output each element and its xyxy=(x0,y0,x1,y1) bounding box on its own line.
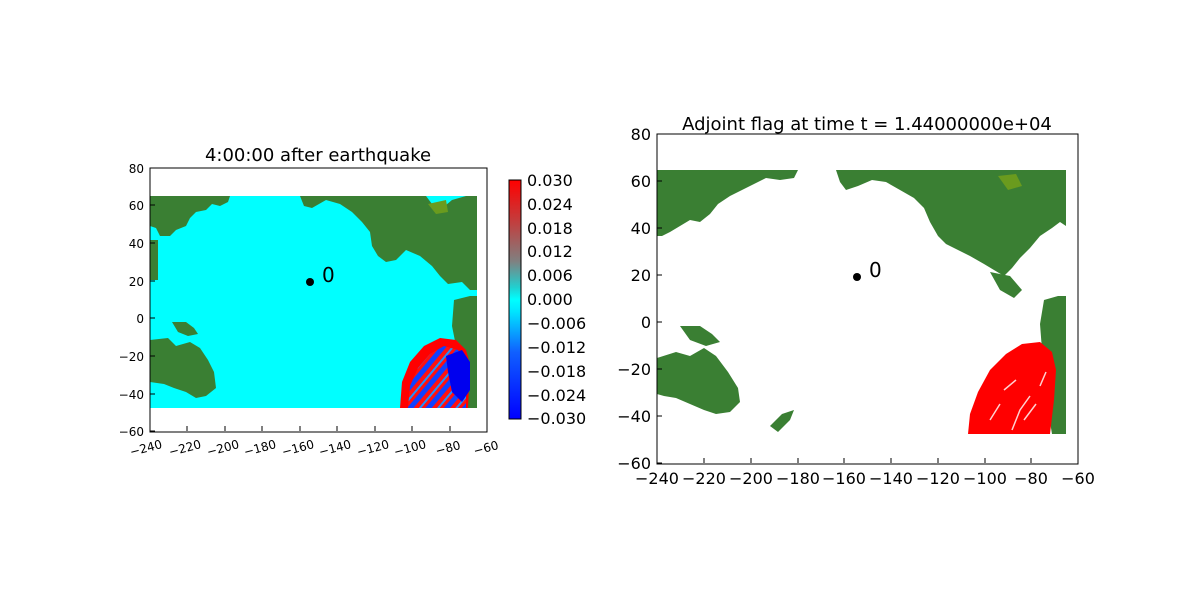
left-land-north-america xyxy=(150,196,230,236)
left-ytick-label: 0 xyxy=(136,312,144,326)
right-title: Adjoint flag at time t = 1.44000000e+04 xyxy=(682,114,1052,135)
right-xtick-label: −80 xyxy=(1014,469,1048,488)
colorbar-tick-label: −0.024 xyxy=(527,386,586,405)
right-xtick-label: −200 xyxy=(729,469,773,488)
left-panel: 4:00:00 after earthquake xyxy=(119,145,587,459)
right-ytick-label: −60 xyxy=(617,454,651,473)
right-marker-label: 0 xyxy=(869,258,882,282)
left-land-indonesia xyxy=(172,322,198,336)
colorbar-tick-label: −0.018 xyxy=(527,362,586,381)
right-xtick-label: −160 xyxy=(822,469,866,488)
right-xtick-label: −120 xyxy=(916,469,960,488)
right-xtick-label: −220 xyxy=(682,469,726,488)
left-ytick-label: −40 xyxy=(119,388,144,402)
right-x-axis: −240 −220 −200 −180 −160 −140 −120 −100 … xyxy=(635,458,1095,488)
right-xtick-label: −100 xyxy=(963,469,1007,488)
colorbar-ticks: 0.030 0.024 0.018 0.012 0.006 0.000 −0.0… xyxy=(527,171,586,428)
left-ytick-label: 20 xyxy=(129,275,144,289)
right-flag-speckle xyxy=(989,371,1047,431)
right-axes-frame xyxy=(656,133,1079,465)
left-blank-above xyxy=(150,168,487,196)
right-land-central-america xyxy=(990,272,1022,298)
left-xtick-label: −160 xyxy=(280,437,315,459)
left-xtick-label: −200 xyxy=(205,437,240,459)
right-xtick-label: −240 xyxy=(635,469,679,488)
right-land-indonesia xyxy=(680,326,720,346)
right-flag-region xyxy=(968,342,1056,434)
colorbar: 0.030 0.024 0.018 0.012 0.006 0.000 −0.0… xyxy=(508,171,586,428)
right-ytick-label: 0 xyxy=(641,313,651,332)
left-map xyxy=(150,196,477,408)
colorbar-gradient xyxy=(508,179,522,420)
left-epicenter-marker xyxy=(306,278,314,286)
left-xtick-label: −60 xyxy=(472,438,500,458)
right-xtick-label: −180 xyxy=(776,469,820,488)
left-xtick-label: −180 xyxy=(242,437,277,459)
left-blank-below xyxy=(150,408,487,432)
left-ytick-label: 40 xyxy=(129,237,144,251)
left-title: 4:00:00 after earthquake xyxy=(205,145,431,166)
right-land-new-zealand xyxy=(770,410,794,432)
right-ytick-label: −20 xyxy=(617,360,651,379)
right-epicenter-marker xyxy=(853,273,861,281)
right-map xyxy=(657,170,1066,434)
left-axes-frame xyxy=(149,167,488,433)
right-land-north-west xyxy=(657,170,798,236)
right-ytick-label: 40 xyxy=(631,219,651,238)
colorbar-tick-label: 0.018 xyxy=(527,219,573,238)
right-ytick-label: 80 xyxy=(631,125,651,144)
right-land-coast-detail xyxy=(998,174,1022,190)
left-xtick-label: −100 xyxy=(392,437,427,459)
left-land-asia-west xyxy=(150,240,158,280)
left-land-australia xyxy=(150,338,216,398)
colorbar-tick-label: 0.012 xyxy=(527,242,573,261)
right-land-australia xyxy=(657,348,740,414)
right-ytick-label: −40 xyxy=(617,407,651,426)
right-xtick-label: −140 xyxy=(869,469,913,488)
left-wave-front xyxy=(400,338,470,408)
colorbar-tick-label: 0.006 xyxy=(527,266,573,285)
right-ytick-label: 60 xyxy=(631,172,651,191)
right-ytick-label: 20 xyxy=(631,266,651,285)
left-ytick-label: −60 xyxy=(119,425,144,439)
left-marker-label: 0 xyxy=(322,263,335,287)
left-ytick-label: 80 xyxy=(129,162,144,176)
colorbar-tick-label: −0.030 xyxy=(527,409,586,428)
left-xtick-label: −120 xyxy=(355,437,390,459)
left-y-axis: 80 60 40 20 0 −20 −40 −60 xyxy=(119,162,155,439)
right-panel: Adjoint flag at time t = 1.44000000e+04 xyxy=(617,114,1095,488)
colorbar-tick-label: 0.030 xyxy=(527,171,573,190)
left-ytick-label: 60 xyxy=(129,199,144,213)
colorbar-tick-label: 0.024 xyxy=(527,195,573,214)
left-land-alaska-canada xyxy=(300,196,477,290)
left-land-greenland-edge xyxy=(428,200,448,214)
right-land-north-america xyxy=(836,170,1066,276)
left-xtick-label: −80 xyxy=(434,438,462,458)
left-xtick-label: −240 xyxy=(128,437,163,459)
colorbar-tick-label: 0.000 xyxy=(527,290,573,309)
colorbar-tick-label: −0.006 xyxy=(527,314,586,333)
colorbar-tick-label: −0.012 xyxy=(527,338,586,357)
left-xtick-label: −220 xyxy=(167,437,202,459)
right-xtick-label: −60 xyxy=(1061,469,1095,488)
left-wave-blue-core xyxy=(446,350,470,402)
left-xtick-label: −140 xyxy=(317,437,352,459)
left-ytick-label: −20 xyxy=(119,350,144,364)
right-y-axis: 80 60 40 20 0 −20 −40 −60 xyxy=(617,125,662,473)
